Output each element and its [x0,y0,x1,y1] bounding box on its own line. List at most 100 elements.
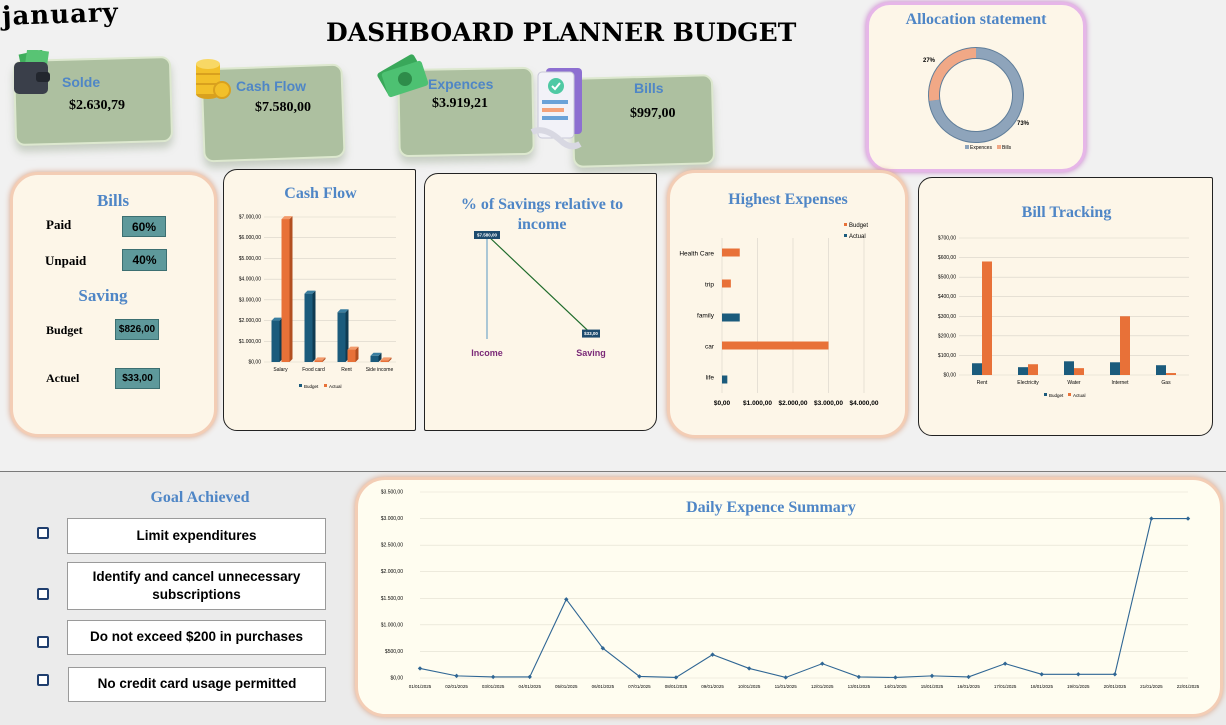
actual-label: Actuel [46,371,80,385]
billtracking-panel: Bill Tracking $0,00 $100,00 $200,00 $300,00… [918,177,1213,436]
x-tick-label: Water [1067,380,1080,386]
bar-top [281,216,293,220]
daily-marker [746,666,752,671]
x-tick-label: 04/01/2025 [518,684,541,689]
x-tick-label: 21/01/2025 [1140,684,1163,689]
x-tick-label: Gas [1161,380,1171,386]
x-tick-label: 09/01/2025 [701,684,724,689]
cashflow-panel: Cash Flow $0,00 $1.000,00 $2.000,00 $3.000,… [223,169,416,431]
month-label: january [1,0,120,33]
daily-title: Daily Expence Summary [686,499,856,516]
y-tick-label: $300,00 [938,314,956,320]
kpi-solde: Solde $2.630,79 [12,48,174,156]
receipt-icon [524,66,594,161]
highest-title: Highest Expenses [728,191,848,208]
savings-chart: $7.580,00 $33,00 Income Saving [471,231,606,358]
goal-item-1: Limit expenditures [67,518,326,554]
bar-actual-electricity [1028,364,1038,375]
legend-swatch-actual [324,384,327,387]
y-tick-label: trip [705,282,714,289]
goal-checkbox-3[interactable] [37,636,49,648]
y-tick-label: Health Care [679,251,714,258]
bar-budget-gas [1156,365,1166,375]
bar-actual-family [722,313,740,322]
y-tick-label: $1.000,00 [239,339,261,345]
y-tick-label: $2.000,00 [239,318,261,324]
bar-budget-internet [1110,362,1120,375]
budget-label: Budget [46,323,83,337]
legend-swatch-budget [299,384,302,387]
legend-swatch-actual [1068,393,1071,396]
x-tick-label: Salary [273,367,288,373]
daily-chart: $0,00 $500,00 $1.000,00 $1.500,00 $2.000,00 $… [381,490,1200,690]
actual-value: $33,00 [115,368,160,389]
daily-marker [1076,672,1081,677]
value-label: $7.580,00 [477,233,498,238]
goals-title: Goal Achieved [150,489,250,506]
bar-budget-salary [271,320,280,362]
y-tick-label: $700,00 [938,236,956,242]
kpi-label: Bills [634,80,664,96]
bar-side [355,346,359,362]
y-tick-label: $0,00 [943,373,956,379]
bills-title: Bills [96,191,130,210]
x-tick-label: 10/01/2025 [738,684,761,689]
paid-label: Paid [46,217,72,232]
bar-top [380,357,392,361]
x-tick-label: 07/01/2025 [628,684,651,689]
bar-budget-food-card [304,293,313,362]
goal-item-3: Do not exceed $200 in purchases [67,620,326,655]
x-tick-label: $4.000,00 [850,400,879,407]
y-tick-label: $0,00 [390,676,403,682]
allocation-label-73: 73% [1017,121,1030,127]
legend-bills: Bills [1002,145,1012,151]
wallet-icon [10,48,58,105]
savings-line [486,234,592,335]
x-tick-label: 14/01/2025 [884,684,907,689]
legend-budget: Budget [1049,393,1064,398]
goal-checkbox-4[interactable] [37,674,49,686]
kpi-value: $7.580,00 [255,100,311,115]
allocation-panel: Allocation statement 27% 73% Expences Bi… [866,2,1086,172]
x-tick-label: 20/01/2025 [1104,684,1127,689]
page-title: DASHBOARD PLANNER BUDGET [326,18,797,47]
y-tick-label: $600,00 [938,255,956,261]
bar-top [337,309,349,313]
x-tick-label: 11/01/2025 [775,684,798,689]
bar-side [388,357,392,362]
bar-side [378,352,382,362]
daily-marker [490,674,496,680]
paid-value: 60% [122,216,166,237]
goal-checkbox-1[interactable] [37,527,49,539]
bar-side [322,357,326,362]
x-tick-label: 08/01/2025 [665,684,688,689]
unpaid-value: 40% [122,249,167,271]
daily-marker [1002,661,1008,666]
bar-budget-electricity [1018,367,1028,375]
daily-marker [454,673,459,679]
daily-marker [929,673,935,679]
x-tick-label: 03/01/2025 [482,684,505,689]
value-label-box [582,329,600,338]
y-tick-label: $200,00 [938,333,956,339]
x-tick-label: Electricity [1017,380,1039,386]
coins-icon [192,56,232,107]
daily-series-line [419,518,1188,679]
allocation-title: Allocation statement [905,11,1047,28]
kpi-bills: Bills $997,00 [530,68,716,168]
budget-value: $826,00 [115,319,159,340]
y-tick-label: $1.000,00 [381,622,403,628]
bar-top [304,290,316,294]
x-tick-label: $2.000,00 [779,400,808,407]
kpi-label: Expences [428,76,494,92]
x-tick-label: $1.000,00 [743,400,772,407]
kpi-label: Solde [62,74,101,90]
legend-swatch-actual [844,234,847,237]
cashflow-title: Cash Flow [284,185,357,202]
y-tick-label: $2.000,00 [381,569,403,575]
y-tick-label: $3.500,00 [381,490,403,496]
y-tick-label: $3.000,00 [239,297,261,303]
daily-marker [417,666,423,671]
legend-budget: Budget [304,384,319,389]
goal-checkbox-2[interactable] [37,588,49,600]
